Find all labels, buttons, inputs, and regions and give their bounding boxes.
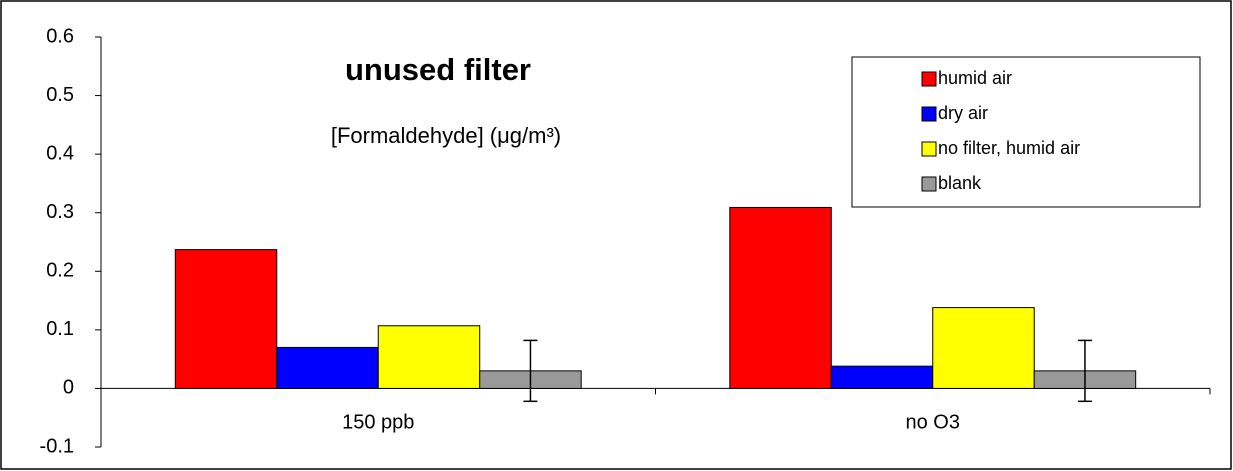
x-tick-label: 150 ppb: [342, 411, 414, 433]
error-bar: [1077, 339, 1092, 403]
bar: [377, 325, 481, 389]
legend-box: [851, 56, 1201, 208]
legend-label: dry air: [938, 103, 988, 123]
legend-label: humid air: [938, 68, 1012, 88]
bar: [830, 365, 934, 389]
y-tick-label: 0.4: [46, 142, 74, 164]
bar: [174, 249, 278, 389]
legend-swatch: [921, 71, 937, 87]
bar: [729, 206, 832, 389]
y-tick-label: 0.2: [46, 260, 74, 282]
legend-swatch: [921, 176, 937, 192]
bar: [276, 346, 379, 389]
legend-label: blank: [938, 173, 982, 193]
legend-swatch: [921, 106, 937, 122]
legend-swatch: [921, 141, 937, 157]
x-tick-label: no O3: [906, 411, 960, 433]
y-tick-label: 0.6: [46, 25, 74, 47]
error-bar: [523, 339, 538, 403]
y-tick-label: 0.1: [46, 318, 74, 340]
y-tick-label: -0.1: [40, 435, 74, 457]
y-tick-label: 0.5: [46, 84, 74, 106]
y-tick-label: 0: [63, 377, 74, 399]
legend-label: no filter, humid air: [938, 138, 1080, 158]
y-tick-label: 0.3: [46, 201, 74, 223]
chart-subtitle: [Formaldehyde] (μg/m³): [331, 123, 561, 148]
chart-title: unused filter: [345, 52, 531, 87]
bar: [932, 307, 1035, 389]
